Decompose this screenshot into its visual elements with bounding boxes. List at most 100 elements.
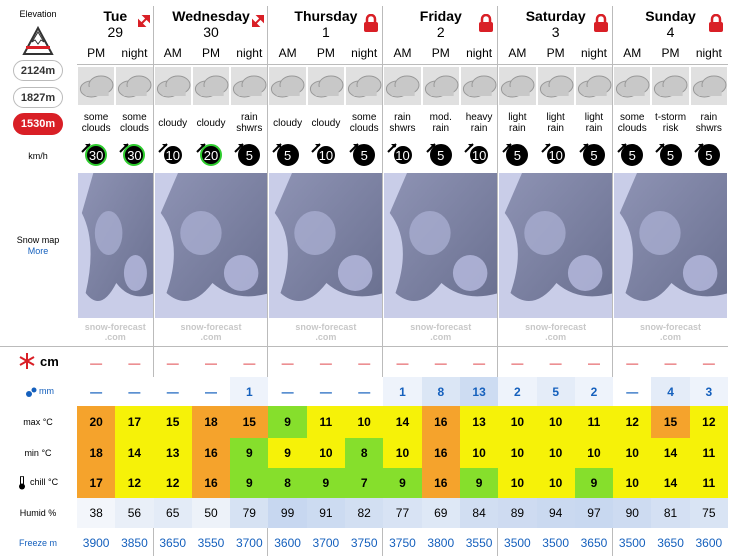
day-separator bbox=[382, 6, 384, 556]
snow-cm: — bbox=[319, 355, 332, 370]
weather-icon bbox=[231, 67, 268, 105]
elevation-option-active[interactable]: 1530m bbox=[13, 113, 63, 135]
snow-cm: — bbox=[128, 355, 141, 370]
elevation-option[interactable]: 2124m bbox=[13, 60, 63, 81]
freeze-m: 3550 bbox=[465, 536, 493, 550]
wind-speed: 10 bbox=[468, 144, 491, 166]
max-c: 10 bbox=[345, 406, 384, 438]
watermark: snow-forecast bbox=[640, 321, 702, 332]
weather-icon bbox=[575, 67, 613, 105]
min-c: 16 bbox=[191, 438, 231, 468]
expand-icon bbox=[137, 15, 150, 27]
expand-icon bbox=[252, 15, 265, 27]
freeze-m: 3700 bbox=[312, 536, 340, 550]
max-c: 14 bbox=[383, 406, 422, 438]
watermark: .com bbox=[545, 331, 567, 342]
rain-mm: — bbox=[153, 377, 192, 406]
humid-pct: 50 bbox=[191, 498, 231, 528]
watermark: snow-forecast bbox=[525, 321, 587, 332]
min-c: 10 bbox=[498, 438, 537, 468]
chill-c: 9 bbox=[306, 468, 346, 498]
weather-text: rain shwrs bbox=[695, 112, 722, 134]
rain-mm: 13 bbox=[459, 377, 499, 406]
watermark: .com bbox=[104, 331, 126, 342]
max-c: 12 bbox=[613, 406, 652, 438]
watermark: .com bbox=[430, 331, 452, 342]
day-date: 2 bbox=[436, 24, 445, 40]
weather-text: light rain bbox=[584, 112, 604, 134]
snow-cm: — bbox=[396, 355, 409, 370]
freeze-m: 3650 bbox=[580, 536, 608, 550]
min-c: 9 bbox=[230, 438, 269, 468]
weather-text: light rain bbox=[546, 112, 565, 134]
snow-cm: — bbox=[549, 355, 562, 370]
freeze-m: 3750 bbox=[350, 536, 378, 550]
weather-icon bbox=[384, 67, 421, 105]
chill-c: 10 bbox=[536, 468, 575, 498]
freeze-m: 3700 bbox=[235, 536, 263, 550]
min-c: 10 bbox=[536, 438, 575, 468]
snow-cm: — bbox=[90, 355, 103, 370]
wind-speed: 5 bbox=[353, 144, 376, 166]
weather-icon bbox=[537, 67, 574, 105]
snow-cm: — bbox=[434, 355, 447, 370]
max-label: max °C bbox=[23, 417, 53, 427]
freeze-m: 3800 bbox=[427, 536, 455, 550]
period-label: PM bbox=[661, 46, 680, 60]
humid-pct: 89 bbox=[498, 498, 537, 528]
header-separator bbox=[77, 64, 728, 65]
humid-pct: 94 bbox=[536, 498, 575, 528]
freeze-label: Freeze m bbox=[18, 538, 57, 548]
day-separator bbox=[612, 6, 614, 556]
more-link[interactable]: More bbox=[27, 246, 49, 256]
weather-text: some clouds bbox=[119, 112, 149, 134]
snow-cm: — bbox=[664, 355, 677, 370]
weather-text: cloudy bbox=[311, 117, 341, 129]
humid-pct: 79 bbox=[230, 498, 269, 528]
day-header: Friday bbox=[419, 8, 462, 24]
wind-unit: km/h bbox=[28, 151, 48, 161]
freeze-m: 3750 bbox=[389, 536, 416, 550]
weather-text: heavy rain bbox=[465, 112, 493, 134]
watermark: snow-forecast bbox=[84, 321, 146, 332]
min-c: 10 bbox=[383, 438, 422, 468]
watermark: .com bbox=[660, 331, 682, 342]
chill-c: 9 bbox=[230, 468, 269, 498]
lock-icon bbox=[364, 14, 379, 32]
snow-map-label: Snow map bbox=[16, 235, 60, 245]
rain-mm: 1 bbox=[383, 377, 422, 406]
wind-speed: 10 bbox=[391, 144, 414, 166]
humid-pct: 56 bbox=[115, 498, 154, 528]
chill-c: 9 bbox=[574, 468, 614, 498]
snow-cm: — bbox=[587, 355, 600, 370]
wind-speed: 30 bbox=[85, 144, 108, 166]
weather-text: cloudy bbox=[196, 117, 226, 129]
max-c: 15 bbox=[153, 406, 192, 438]
day-separator bbox=[497, 6, 499, 556]
min-c: 10 bbox=[574, 438, 614, 468]
elevation-option[interactable]: 1827m bbox=[13, 87, 63, 108]
max-c: 15 bbox=[230, 406, 269, 438]
watermark: .com bbox=[315, 331, 337, 342]
humid-label: Humid % bbox=[19, 508, 57, 518]
wind-speed: 10 bbox=[314, 144, 337, 166]
snow-cm: — bbox=[243, 355, 256, 370]
min-c: 11 bbox=[689, 438, 728, 468]
watermark: .com bbox=[200, 331, 222, 342]
rain-mm: 3 bbox=[689, 377, 728, 406]
mountain-icon bbox=[22, 25, 54, 55]
rain-mm: — bbox=[345, 377, 384, 406]
rain-mm: 1 bbox=[230, 377, 269, 406]
weather-text: light rain bbox=[508, 112, 527, 134]
weather-text: some clouds bbox=[617, 112, 647, 134]
chill-c: 8 bbox=[268, 468, 307, 498]
day-date: 30 bbox=[203, 24, 219, 40]
max-c: 15 bbox=[651, 406, 690, 438]
min-c: 13 bbox=[153, 438, 192, 468]
weather-icon bbox=[269, 67, 306, 105]
freeze-m: 3650 bbox=[657, 536, 684, 550]
day-header: Wednesday bbox=[172, 8, 250, 24]
humid-pct: 91 bbox=[306, 498, 346, 528]
period-label: PM bbox=[202, 46, 221, 60]
